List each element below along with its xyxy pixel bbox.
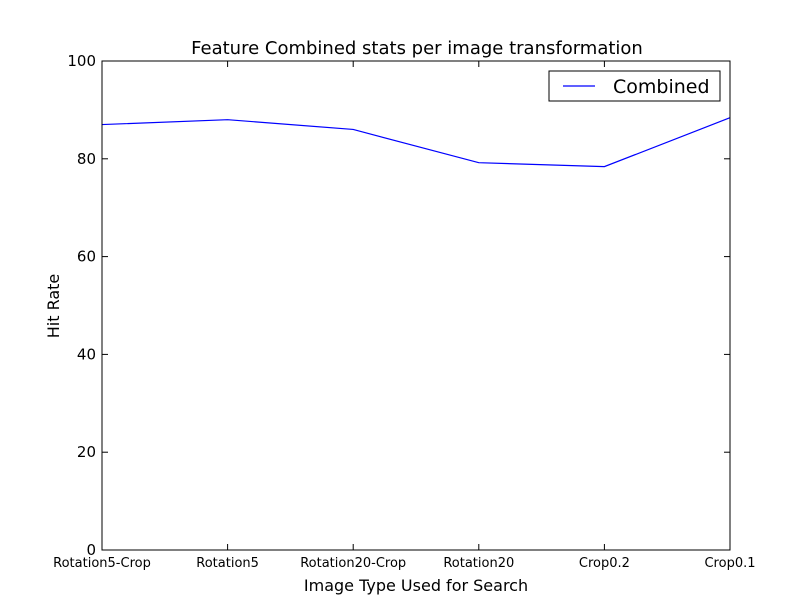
plot-area: 0 20 40 60 80 100 Rotation5-Crop Rotation5 Rotat… — [53, 52, 755, 571]
x-tick-label: Crop0.1 — [704, 556, 755, 571]
chart-title: Feature Combined stats per image transfo… — [191, 38, 643, 59]
x-tick-label: Rotation20-Crop — [300, 556, 406, 571]
y-tick-label: 100 — [67, 52, 96, 70]
y-tick-label: 80 — [77, 150, 96, 168]
y-tick-label: 0 — [86, 541, 96, 559]
x-tick-label: Rotation5-Crop — [53, 556, 151, 571]
x-axis-label: Image Type Used for Search — [304, 576, 528, 595]
legend: Combined — [548, 70, 721, 102]
x-tick-label: Crop0.2 — [579, 556, 630, 571]
y-tick-label: 40 — [77, 345, 96, 363]
y-tick-label: 60 — [77, 248, 96, 266]
legend-label: Combined — [613, 76, 710, 98]
plot-frame — [101, 60, 731, 551]
y-tick-label: 20 — [77, 443, 96, 461]
x-tick-label: Rotation20 — [443, 556, 514, 571]
x-tick-label: Rotation5 — [196, 556, 259, 571]
series-line-combined — [101, 117, 731, 168]
y-axis-label: Hit Rate — [44, 274, 63, 339]
